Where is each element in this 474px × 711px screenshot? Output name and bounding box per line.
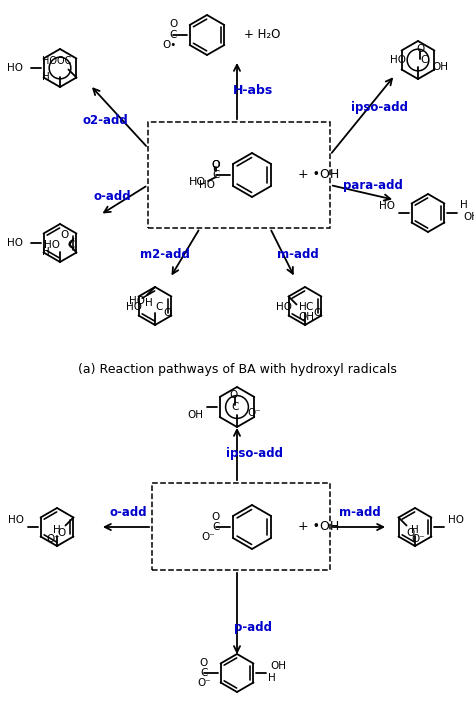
Text: O: O bbox=[200, 658, 208, 668]
Text: H: H bbox=[42, 72, 50, 82]
Text: C: C bbox=[169, 30, 177, 40]
Text: HO: HO bbox=[129, 296, 145, 306]
Text: HO: HO bbox=[199, 180, 215, 190]
Text: HO: HO bbox=[390, 55, 406, 65]
Text: HO: HO bbox=[8, 515, 24, 525]
Text: O⁻: O⁻ bbox=[46, 535, 60, 545]
Text: O: O bbox=[170, 19, 178, 29]
Text: HO: HO bbox=[379, 201, 395, 211]
Text: C: C bbox=[212, 522, 219, 532]
Text: (a) Reaction pathways of BA with hydroxyl radicals: (a) Reaction pathways of BA with hydroxy… bbox=[78, 363, 396, 377]
Text: H: H bbox=[299, 301, 306, 311]
Text: O: O bbox=[313, 308, 321, 318]
Text: HO: HO bbox=[448, 515, 464, 525]
Text: C: C bbox=[420, 55, 428, 65]
Text: H: H bbox=[145, 298, 153, 308]
Text: H: H bbox=[42, 247, 50, 257]
Text: HO: HO bbox=[189, 177, 206, 187]
Text: + H₂O: + H₂O bbox=[244, 28, 280, 41]
Text: H: H bbox=[460, 200, 468, 210]
Text: OH: OH bbox=[270, 661, 286, 671]
Text: + •OH: + •OH bbox=[298, 520, 339, 533]
Bar bbox=[152, 483, 330, 570]
Text: O: O bbox=[211, 160, 220, 170]
Text: C: C bbox=[201, 668, 208, 678]
Text: C: C bbox=[231, 402, 239, 412]
Text: para-add: para-add bbox=[343, 178, 403, 191]
Text: m2-add: m2-add bbox=[140, 249, 190, 262]
Text: H: H bbox=[53, 525, 61, 535]
Text: m-add: m-add bbox=[277, 249, 319, 262]
Text: p-add: p-add bbox=[234, 621, 272, 634]
Text: O⁻: O⁻ bbox=[247, 408, 261, 418]
Text: C: C bbox=[68, 240, 75, 250]
Text: HO: HO bbox=[126, 302, 142, 312]
Text: HO: HO bbox=[276, 302, 292, 312]
Text: O: O bbox=[212, 512, 220, 522]
Text: O: O bbox=[212, 160, 220, 170]
Text: O: O bbox=[60, 230, 69, 240]
Text: H-abs: H-abs bbox=[233, 83, 273, 97]
Text: ipso-add: ipso-add bbox=[352, 102, 409, 114]
Text: C: C bbox=[212, 170, 219, 180]
Bar bbox=[148, 122, 330, 228]
Text: O: O bbox=[230, 390, 238, 400]
Text: o-add: o-add bbox=[93, 191, 131, 203]
Text: HO: HO bbox=[7, 63, 23, 73]
Text: OH: OH bbox=[187, 410, 203, 420]
Text: O: O bbox=[57, 528, 65, 538]
Text: O⁻: O⁻ bbox=[201, 532, 215, 542]
Text: H: H bbox=[411, 525, 419, 535]
Text: HO: HO bbox=[45, 240, 61, 250]
Text: ipso-add: ipso-add bbox=[227, 447, 283, 459]
Text: O: O bbox=[417, 44, 425, 54]
Text: HOOC: HOOC bbox=[42, 56, 71, 67]
Text: H: H bbox=[268, 673, 276, 683]
Text: C: C bbox=[305, 302, 312, 312]
Text: OH: OH bbox=[299, 311, 315, 321]
Text: O⁻: O⁻ bbox=[412, 535, 426, 545]
Text: o-add: o-add bbox=[109, 506, 147, 520]
Text: O: O bbox=[163, 308, 171, 318]
Text: m-add: m-add bbox=[339, 506, 381, 520]
Text: O: O bbox=[406, 528, 415, 538]
Text: O⁻: O⁻ bbox=[197, 678, 211, 688]
Text: o2-add: o2-add bbox=[82, 114, 128, 127]
Text: O•: O• bbox=[163, 40, 177, 50]
Text: OH: OH bbox=[463, 212, 474, 222]
Text: + •OH: + •OH bbox=[298, 169, 339, 181]
Text: OH: OH bbox=[432, 62, 448, 72]
Text: C: C bbox=[155, 302, 163, 312]
Text: HO: HO bbox=[7, 238, 23, 248]
